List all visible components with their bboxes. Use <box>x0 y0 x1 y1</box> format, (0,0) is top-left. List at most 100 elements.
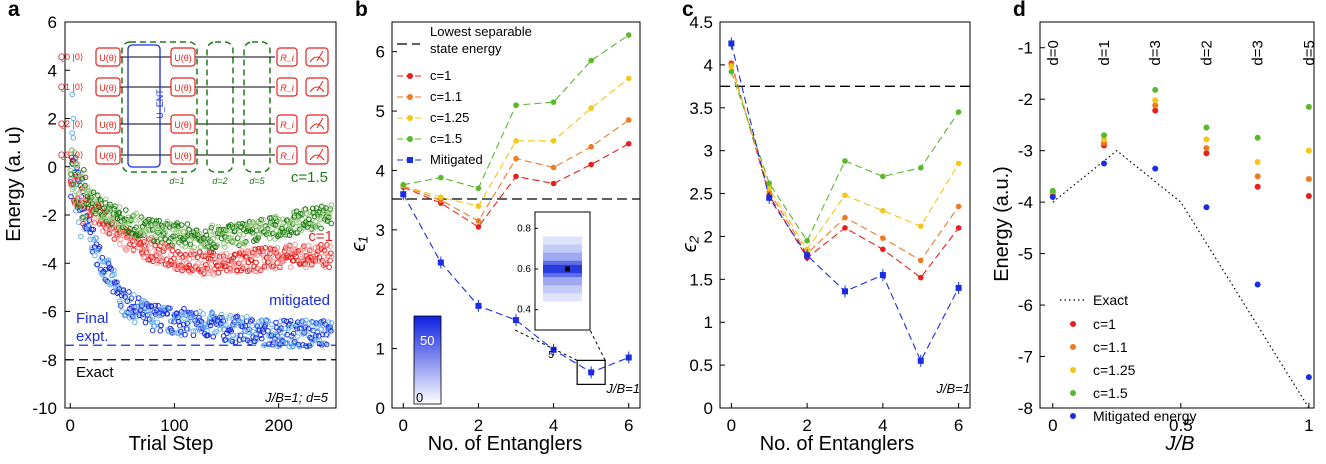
data-point <box>588 105 594 111</box>
trial-point <box>191 251 198 257</box>
trial-point <box>169 247 176 254</box>
panel-d-ylabel: Energy (a.u.) <box>991 166 1013 282</box>
rot-gate-box <box>276 145 298 165</box>
data-point <box>1203 150 1210 157</box>
data-point <box>728 68 735 75</box>
zoom-connector <box>589 329 606 361</box>
data-point <box>513 102 519 108</box>
trial-point <box>320 261 327 267</box>
trial-point <box>287 242 293 248</box>
trial-point <box>73 198 80 204</box>
y-tick-label: 1.5 <box>689 270 713 289</box>
trial-point <box>149 253 156 260</box>
u-gate-box <box>170 77 196 97</box>
data-point <box>625 117 632 123</box>
trial-point <box>200 311 206 317</box>
x-tick-label: 6 <box>624 416 633 435</box>
trial-point <box>293 208 300 214</box>
y-tick-label: 0 <box>704 399 713 418</box>
trial-point <box>147 227 154 234</box>
trial-point <box>96 244 103 250</box>
y-tick-label: 6 <box>48 13 57 32</box>
panel-d-plot: 0 0.5 1 -1 -2 -3 -4 -5 -6 -7 -8 d=0 d=1 d=3 d=2 d=3 d=5 <box>1018 21 1318 435</box>
data-point <box>879 272 886 279</box>
trial-point <box>301 245 307 252</box>
panel-b-note: J/B=1 <box>605 381 640 396</box>
data-point <box>400 181 407 188</box>
trial-point <box>145 308 152 315</box>
trial-point <box>168 327 175 334</box>
u-gate-label: U(θ) <box>174 53 192 63</box>
trial-point <box>298 325 305 331</box>
trial-point <box>313 223 320 230</box>
x-tick-label: 0 <box>727 416 736 435</box>
trial-point <box>196 249 203 255</box>
trial-point <box>171 239 177 245</box>
x-tick-label: 0.5 <box>1169 416 1193 435</box>
legend-marker <box>407 94 413 100</box>
trial-point <box>181 305 187 312</box>
trial-point <box>184 326 191 332</box>
legend-item: c=1.25 <box>430 110 469 125</box>
trial-point <box>288 324 294 330</box>
u-gate-label: U(θ) <box>99 120 117 130</box>
data-point <box>1203 204 1210 211</box>
trial-point <box>157 239 164 246</box>
trial-point <box>92 252 98 259</box>
data-point <box>588 161 594 168</box>
data-point <box>625 75 632 82</box>
series-line <box>730 66 960 251</box>
zoom-connector <box>514 329 578 361</box>
data-point <box>842 225 848 231</box>
trial-point <box>301 330 307 336</box>
panel-c: c No. of Entanglers ϵ₂ 0 2 4 6 0 0.5 1 1.5 2 2.5 3… <box>679 0 971 455</box>
trial-point <box>99 254 106 261</box>
y-tick-label: -6 <box>1018 296 1033 315</box>
layer-label: d=5 <box>249 176 265 186</box>
trial-point <box>149 227 156 233</box>
y-tick-label: 6 <box>376 43 385 62</box>
y-tick-label: 1 <box>376 340 385 359</box>
trial-point <box>76 190 82 196</box>
legend-item: c=1.1 <box>430 89 462 104</box>
trial-point <box>299 257 305 264</box>
trial-point <box>190 328 197 334</box>
y-tick-label: 0.5 <box>689 356 713 375</box>
trial-point <box>318 246 325 252</box>
trial-point <box>253 223 259 229</box>
trial-point <box>184 221 191 227</box>
trial-point <box>117 241 123 247</box>
trial-point <box>328 327 334 334</box>
trial-point <box>156 217 162 224</box>
trial-point <box>315 222 321 228</box>
trial-point <box>93 241 100 247</box>
trial-point <box>261 263 268 270</box>
y-tick-label: 4 <box>376 161 385 180</box>
trial-point <box>143 240 150 246</box>
data-point <box>438 194 444 200</box>
u-gate-label: U(θ) <box>174 120 192 130</box>
layer-label: d=1 <box>169 176 184 186</box>
legend-item: Mitigated <box>430 152 483 167</box>
x-tick-label: 200 <box>264 416 292 435</box>
trial-point <box>72 154 79 161</box>
data-point <box>625 32 632 38</box>
inset-band <box>543 264 582 274</box>
trial-point <box>120 224 126 230</box>
inset-tick-label: 0.6 <box>517 264 531 275</box>
trial-point <box>71 149 78 156</box>
trial-point <box>95 247 102 253</box>
trial-point <box>198 325 204 332</box>
entangler-box <box>127 44 161 168</box>
trial-point <box>286 320 293 327</box>
trial-point <box>322 261 329 267</box>
annot-exact: Exact <box>76 364 114 381</box>
trial-point <box>327 206 334 212</box>
trial-point <box>149 317 156 323</box>
trial-point <box>273 319 279 326</box>
trial-point <box>79 204 86 210</box>
data-point <box>1305 192 1312 199</box>
trial-point <box>232 224 239 231</box>
trial-point <box>237 332 244 339</box>
trial-point <box>210 250 217 256</box>
